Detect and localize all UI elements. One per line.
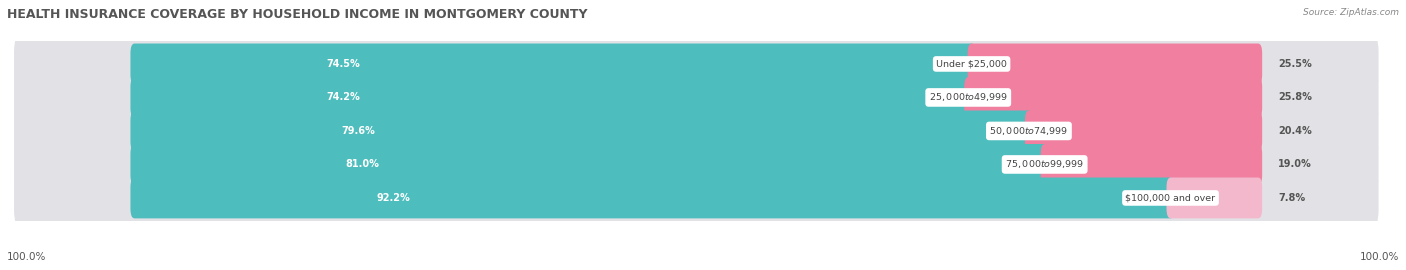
- Text: 81.0%: 81.0%: [344, 160, 380, 170]
- Text: 25.8%: 25.8%: [1278, 92, 1312, 102]
- FancyBboxPatch shape: [131, 177, 1174, 218]
- FancyBboxPatch shape: [14, 169, 1378, 227]
- FancyBboxPatch shape: [967, 43, 1263, 85]
- FancyBboxPatch shape: [131, 110, 1033, 151]
- Text: $75,000 to $99,999: $75,000 to $99,999: [1005, 158, 1084, 170]
- FancyBboxPatch shape: [1025, 110, 1263, 151]
- FancyBboxPatch shape: [14, 68, 1378, 127]
- Text: 79.6%: 79.6%: [342, 126, 375, 136]
- Text: 7.8%: 7.8%: [1278, 193, 1305, 203]
- Text: 20.4%: 20.4%: [1278, 126, 1312, 136]
- FancyBboxPatch shape: [14, 35, 1378, 93]
- Text: 92.2%: 92.2%: [377, 193, 411, 203]
- Text: $100,000 and over: $100,000 and over: [1125, 193, 1216, 202]
- Text: 100.0%: 100.0%: [7, 252, 46, 262]
- FancyBboxPatch shape: [965, 77, 1263, 118]
- Text: 19.0%: 19.0%: [1278, 160, 1312, 170]
- FancyBboxPatch shape: [14, 102, 1378, 160]
- Text: 25.5%: 25.5%: [1278, 59, 1312, 69]
- Text: HEALTH INSURANCE COVERAGE BY HOUSEHOLD INCOME IN MONTGOMERY COUNTY: HEALTH INSURANCE COVERAGE BY HOUSEHOLD I…: [7, 8, 588, 21]
- FancyBboxPatch shape: [131, 77, 973, 118]
- Text: 74.2%: 74.2%: [326, 92, 360, 102]
- FancyBboxPatch shape: [1167, 177, 1263, 218]
- Text: 100.0%: 100.0%: [1360, 252, 1399, 262]
- Text: $50,000 to $74,999: $50,000 to $74,999: [990, 125, 1069, 137]
- FancyBboxPatch shape: [131, 144, 1049, 185]
- FancyBboxPatch shape: [131, 43, 976, 85]
- Text: 74.5%: 74.5%: [326, 59, 360, 69]
- Text: Under $25,000: Under $25,000: [936, 59, 1007, 69]
- FancyBboxPatch shape: [1040, 144, 1263, 185]
- FancyBboxPatch shape: [14, 135, 1378, 194]
- Text: $25,000 to $49,999: $25,000 to $49,999: [928, 92, 1008, 103]
- Text: Source: ZipAtlas.com: Source: ZipAtlas.com: [1303, 8, 1399, 17]
